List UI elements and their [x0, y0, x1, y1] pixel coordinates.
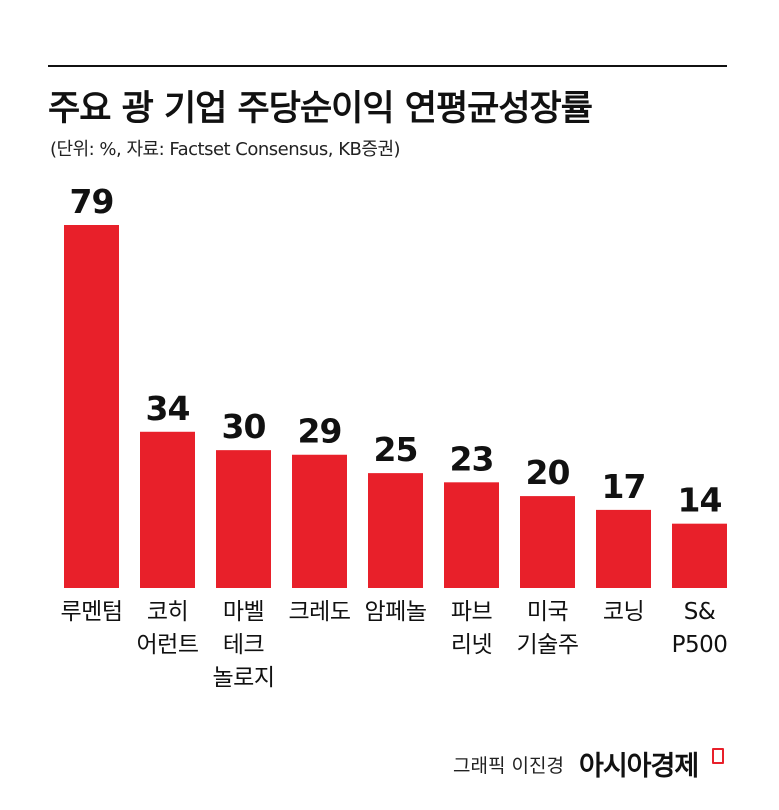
bar [292, 454, 347, 588]
bar [140, 431, 195, 588]
value-label: 20 [526, 453, 570, 492]
category-label: 루멘텀 [60, 599, 123, 625]
value-label: 23 [450, 439, 494, 478]
bar [64, 225, 119, 588]
category-label: 코닝 [602, 599, 645, 625]
value-label: 34 [146, 389, 190, 428]
top-rule [48, 65, 727, 67]
value-label: 30 [222, 407, 266, 446]
brand: 아시아경제 [579, 751, 699, 782]
value-label: 25 [374, 430, 418, 469]
bar [368, 473, 423, 588]
value-label: 17 [602, 467, 646, 506]
value-label: 29 [298, 412, 342, 451]
value-label: 79 [70, 182, 114, 221]
chart-title: 주요 광 기업 주당순이익 연평균성장률 [48, 89, 593, 129]
bar [596, 509, 651, 588]
value-label: 14 [678, 481, 722, 520]
chart-subtitle: (단위: %, 자료: Factset Consensus, KB증권) [50, 139, 401, 160]
category-label: 크레도 [288, 599, 351, 625]
credit: 그래픽 이진경 [453, 755, 564, 777]
category-label: 마벨 테크 놀로지 [212, 599, 275, 691]
bar [216, 450, 271, 588]
category-label: 파브 리넷 [450, 599, 493, 658]
category-label: S& P500 [671, 599, 728, 658]
logo-mark [712, 748, 724, 764]
bar [520, 496, 575, 588]
bar [444, 482, 499, 588]
bar [672, 523, 727, 588]
category-label: 코히 어런트 [136, 599, 199, 658]
category-label: 암페놀 [364, 599, 427, 625]
category-label: 미국 기술주 [516, 599, 579, 658]
